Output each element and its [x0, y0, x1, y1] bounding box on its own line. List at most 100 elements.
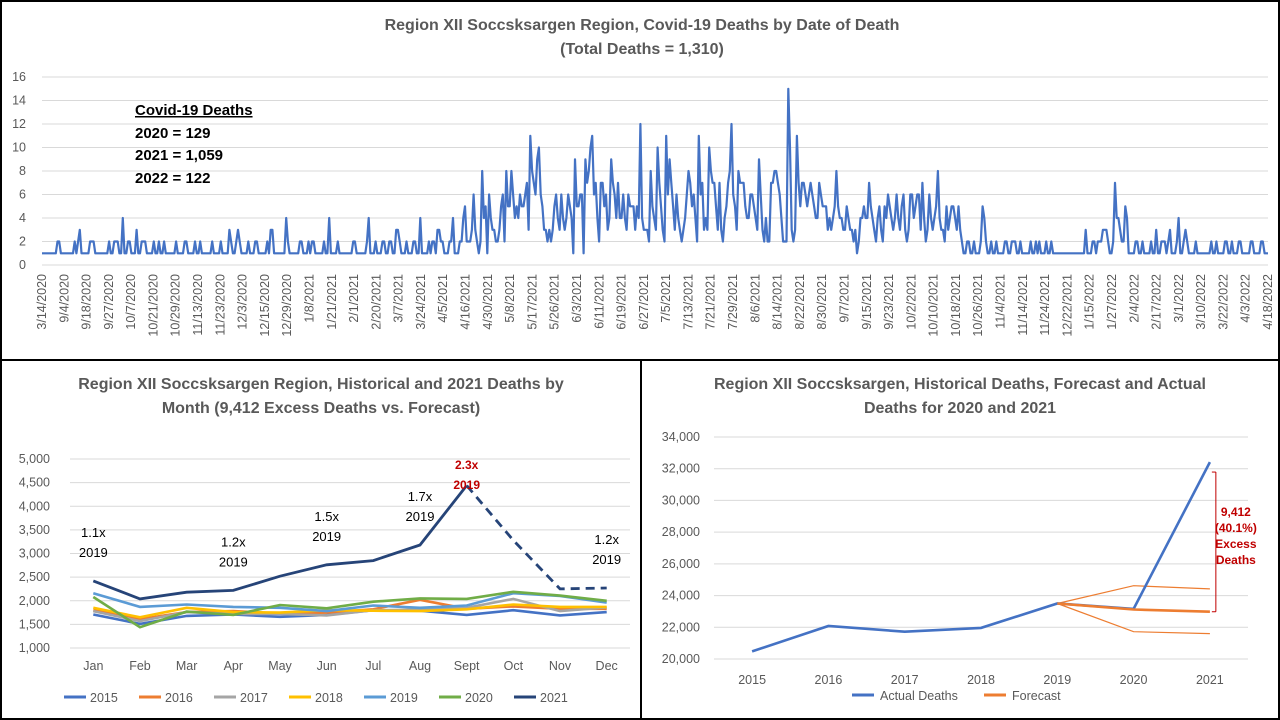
- x-tick-label: 6/27/2021: [637, 274, 651, 330]
- x-tick-label: 4/16/2021: [459, 274, 473, 330]
- y-gridlines: [42, 76, 1268, 266]
- chart-title-line-2: Deaths for 2020 and 2021: [864, 400, 1056, 417]
- totals-2021: 2021 = 1,059: [135, 147, 223, 164]
- excess-annotation: 9,412 (40.1%) Excess Deaths: [1211, 471, 1257, 613]
- y-tick-label: 3,000: [19, 547, 50, 561]
- excess-label: (40.1%): [1215, 521, 1257, 535]
- y-tick-label: 10: [12, 141, 26, 155]
- x-tick-label: 9/18/2020: [80, 274, 94, 330]
- y-tick-label: 5,000: [19, 452, 50, 466]
- legend-label-2019: 2019: [390, 691, 418, 705]
- x-tick-label: 2/1/2021: [347, 274, 361, 323]
- x-tick-label: 2016: [815, 673, 843, 687]
- x-tick-label: 6/11/2021: [592, 274, 606, 329]
- ratio-annotation: 2019: [406, 509, 435, 524]
- x-tick-label: 5/8/2021: [503, 274, 517, 323]
- legend: Actual Deaths Forecast: [852, 689, 1061, 703]
- totals-annotation: Covid-19 Deaths 2020 = 129 2021 = 1,059 …: [135, 102, 253, 187]
- ratio-annotation: 1.1x: [81, 525, 106, 540]
- legend-label-2016: 2016: [165, 691, 193, 705]
- chart-title-line-1: Region XII Soccsksargen Region, Historic…: [78, 376, 564, 393]
- legend: 2015 2016 2017 2018 2019 2020 2021: [64, 691, 568, 705]
- y-tick-label: 4,500: [19, 476, 50, 490]
- excess-label: Excess: [1215, 537, 1257, 551]
- x-tick-label: 11/24/2021: [1038, 274, 1052, 336]
- ratio-annotation: 1.5x: [314, 509, 339, 524]
- y-tick-label: 16: [12, 70, 26, 84]
- x-tick-label: 3/14/2020: [35, 274, 49, 330]
- x-tick-label: 7/13/2021: [681, 274, 695, 330]
- x-tick-label: 12/15/2020: [258, 274, 272, 337]
- chart-subtitle: (Total Deaths = 1,310): [560, 41, 724, 58]
- x-tick-labels: Jan Feb Mar Apr May Jun Jul Aug Sept Oct Nov Dec: [83, 659, 618, 673]
- x-tick-label: 11/23/2020: [213, 274, 227, 336]
- x-tick-label: 1/15/2022: [1083, 274, 1097, 330]
- monthly-deaths-panel: Region XII Soccsksargen Region, Historic…: [0, 359, 642, 720]
- y-tick-label: 22,000: [662, 620, 700, 634]
- x-tick-label: Oct: [504, 659, 524, 673]
- x-tick-label: 3/1/2022: [1172, 274, 1186, 323]
- totals-header: Covid-19 Deaths: [135, 102, 253, 119]
- x-tick-label: 8/22/2021: [793, 274, 807, 330]
- y-tick-label: 34,000: [662, 430, 700, 444]
- y-tick-label: 26,000: [662, 557, 700, 571]
- x-tick-label: Nov: [549, 659, 572, 673]
- y-tick-label: 12: [12, 117, 26, 131]
- ratio-annotation: 2019: [592, 552, 621, 567]
- annual-deaths-panel: Region XII Soccsksargen, Historical Deat…: [640, 359, 1280, 720]
- legend-label-2021: 2021: [540, 691, 568, 705]
- y-tick-labels: 1,000 1,500 2,000 2,500 3,000 3,500 4,000 4,500…: [19, 452, 50, 655]
- legend-label-2017: 2017: [240, 691, 268, 705]
- x-tick-label: 6/19/2021: [615, 274, 629, 330]
- forecast-lower-bound: [1057, 602, 1210, 635]
- daily-deaths-line: [42, 87, 1268, 255]
- chart-title-line-2: Month (9,412 Excess Deaths vs. Forecast): [162, 400, 480, 417]
- x-tick-label: 2/17/2022: [1150, 274, 1164, 330]
- series-line-actual-deaths: [751, 461, 1212, 653]
- x-tick-label: 9/23/2021: [882, 274, 896, 330]
- chart-title-line-1: Region XII Soccsksargen, Historical Deat…: [714, 376, 1206, 393]
- x-tick-label: 2018: [967, 673, 995, 687]
- x-tick-label: 3/10/2022: [1194, 274, 1208, 330]
- y-tick-label: 3,500: [19, 523, 50, 537]
- x-tick-label: 10/26/2021: [971, 274, 985, 337]
- y-tick-label: 28,000: [662, 525, 700, 539]
- ratio-annotation: 2019: [219, 554, 248, 569]
- y-tick-label: 4,000: [19, 499, 50, 513]
- x-tick-label: 1/27/2022: [1105, 274, 1119, 330]
- x-tick-label: 2015: [738, 673, 766, 687]
- x-tick-label: Aug: [409, 659, 431, 673]
- x-tick-label: Jul: [365, 659, 381, 673]
- x-tick-label: 9/4/2020: [57, 274, 71, 323]
- series-line-forecast: [1057, 602, 1210, 613]
- series-line-2021: [92, 484, 468, 601]
- ratio-annotation: 1.7x: [408, 489, 433, 504]
- series-line-2021-projected: [465, 484, 607, 591]
- y-tick-label: 4: [19, 211, 26, 225]
- x-tick-label: May: [268, 659, 292, 673]
- legend-label-actual-deaths: Actual Deaths: [880, 689, 958, 703]
- x-tick-label: 2021: [1196, 673, 1224, 687]
- ratio-annotation: 1.2x: [221, 534, 246, 549]
- excess-label: Deaths: [1216, 553, 1256, 567]
- x-tick-label: 7/21/2021: [704, 274, 718, 330]
- x-tick-label: 11/13/2020: [191, 274, 205, 336]
- x-tick-label: 9/7/2021: [838, 274, 852, 323]
- x-tick-label: 8/6/2021: [748, 274, 762, 323]
- x-tick-label: 10/29/2020: [169, 274, 183, 337]
- x-tick-label: 6/3/2021: [570, 274, 584, 323]
- x-tick-label: 10/2/2021: [904, 274, 918, 330]
- totals-2022: 2022 = 122: [135, 170, 211, 187]
- y-tick-label: 14: [12, 94, 26, 108]
- chart-title: Region XII Soccsksargen Region, Covid-19…: [385, 17, 900, 34]
- series-line-2018: [93, 603, 607, 619]
- ratio-annotation: 2019: [79, 545, 108, 560]
- y-tick-label: 30,000: [662, 493, 700, 507]
- x-tick-label: 9/27/2020: [102, 274, 116, 330]
- y-gridlines: [714, 436, 1248, 660]
- x-tick-label: Dec: [596, 659, 618, 673]
- x-tick-label: 10/10/2021: [927, 274, 941, 337]
- series-line-2020: [92, 590, 607, 629]
- y-tick-label: 6: [19, 188, 26, 202]
- x-tick-label: 12/3/2020: [236, 274, 250, 330]
